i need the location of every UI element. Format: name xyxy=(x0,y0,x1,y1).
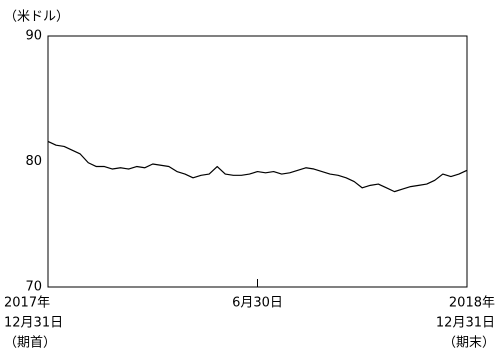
plot-frame xyxy=(47,35,468,288)
x-tick-label: 2018年 xyxy=(449,296,495,311)
x-tick-label: （期末） xyxy=(443,336,495,351)
x-tick-label: 12月31日 xyxy=(4,316,63,331)
series-line xyxy=(47,140,468,193)
x-tick-label: 2017年 xyxy=(4,296,50,311)
y-axis-label: （米ドル） xyxy=(4,10,69,25)
y-tick-label: 70 xyxy=(25,280,42,295)
x-tick-label: 12月31日 xyxy=(436,316,495,331)
y-tick-label: 90 xyxy=(25,29,42,44)
x-tick-label: （期首） xyxy=(4,336,56,351)
x-tick-label: 6月30日 xyxy=(232,296,283,311)
y-tick-label: 80 xyxy=(25,154,42,169)
